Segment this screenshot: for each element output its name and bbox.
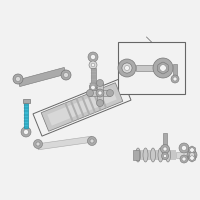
Circle shape — [182, 146, 186, 150]
Circle shape — [98, 91, 102, 95]
Bar — [90, 83, 96, 88]
Circle shape — [190, 148, 194, 152]
Circle shape — [90, 139, 94, 143]
Circle shape — [96, 89, 104, 97]
Circle shape — [96, 79, 104, 86]
Circle shape — [91, 85, 95, 90]
Circle shape — [153, 58, 173, 78]
Circle shape — [36, 142, 40, 146]
Circle shape — [182, 157, 186, 161]
Circle shape — [180, 155, 188, 163]
Circle shape — [90, 54, 96, 60]
Bar — [138, 150, 176, 160]
Circle shape — [21, 127, 31, 137]
Ellipse shape — [166, 148, 170, 162]
Bar — [70, 100, 79, 120]
Circle shape — [106, 90, 114, 97]
Circle shape — [118, 59, 136, 77]
Polygon shape — [189, 146, 195, 154]
Bar — [37, 136, 93, 150]
Circle shape — [179, 143, 189, 153]
Circle shape — [160, 65, 166, 71]
Bar — [87, 94, 96, 113]
Bar — [24, 103, 28, 128]
Circle shape — [187, 150, 197, 160]
Circle shape — [163, 147, 167, 151]
Circle shape — [34, 140, 42, 148]
Circle shape — [190, 152, 194, 158]
Circle shape — [96, 99, 104, 106]
Bar — [81, 96, 90, 115]
Bar — [98, 89, 107, 108]
Bar — [41, 83, 123, 131]
Circle shape — [122, 63, 132, 73]
Bar — [173, 64, 177, 76]
Bar — [92, 91, 102, 111]
Circle shape — [160, 144, 170, 154]
Bar — [90, 68, 96, 84]
Circle shape — [158, 62, 168, 73]
Ellipse shape — [143, 148, 148, 162]
Circle shape — [61, 70, 71, 80]
Circle shape — [24, 130, 29, 134]
Circle shape — [91, 63, 95, 67]
Bar — [133, 150, 139, 160]
Ellipse shape — [136, 148, 140, 162]
Bar — [64, 103, 74, 122]
Circle shape — [122, 63, 132, 73]
Polygon shape — [189, 154, 195, 162]
Bar — [176, 152, 188, 158]
Circle shape — [173, 77, 177, 81]
Circle shape — [16, 76, 21, 82]
Bar — [97, 83, 103, 103]
Bar — [47, 88, 117, 126]
Bar — [18, 67, 66, 87]
Circle shape — [164, 154, 166, 158]
Circle shape — [88, 52, 98, 62]
Bar — [163, 133, 167, 147]
Circle shape — [124, 66, 130, 71]
Bar — [136, 65, 158, 71]
Bar — [22, 99, 30, 103]
Circle shape — [13, 74, 23, 84]
Circle shape — [162, 152, 168, 160]
Bar — [75, 98, 85, 117]
Ellipse shape — [151, 148, 156, 162]
Polygon shape — [90, 84, 96, 92]
Bar — [90, 90, 110, 96]
Bar — [118, 42, 185, 94]
Circle shape — [171, 75, 179, 83]
Circle shape — [190, 156, 194, 160]
Circle shape — [88, 136, 96, 146]
Circle shape — [89, 61, 97, 69]
Circle shape — [86, 90, 94, 97]
Ellipse shape — [158, 148, 163, 162]
Bar — [33, 78, 131, 136]
Polygon shape — [158, 62, 168, 74]
Circle shape — [64, 72, 68, 77]
